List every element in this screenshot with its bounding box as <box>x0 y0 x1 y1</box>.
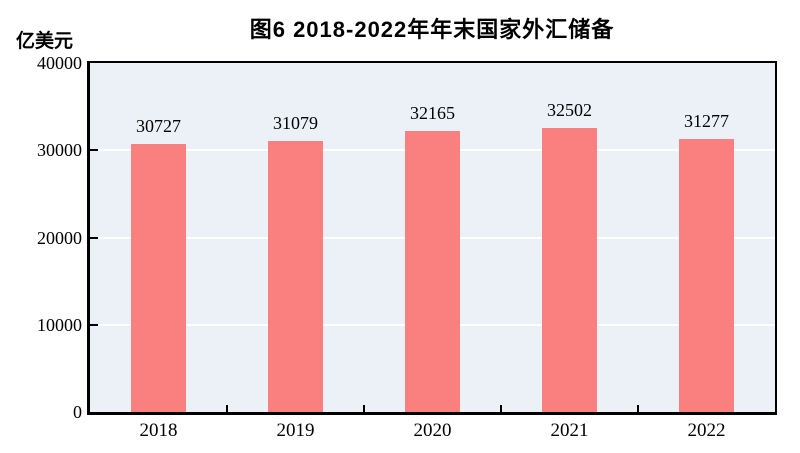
bar-value-label-2020: 32165 <box>410 103 455 123</box>
bar-2022 <box>679 139 734 412</box>
bar-value-label-2022: 31277 <box>684 111 729 131</box>
y-axis-tick-30000 <box>90 149 98 152</box>
chart-title: 图6 2018-2022年年末国家外汇储备 <box>249 17 615 42</box>
y-tick-label-40000: 40000 <box>37 53 82 73</box>
x-axis-tick-4 <box>637 405 639 412</box>
x-tick-label-2022: 2022 <box>687 420 726 441</box>
x-tick-label-2021: 2021 <box>550 420 589 441</box>
bar-2020 <box>405 131 460 412</box>
y-tick-label-30000: 30000 <box>37 140 82 161</box>
y-axis-tick-20000 <box>90 236 98 239</box>
x-tick-label-2020: 2020 <box>413 420 452 441</box>
y-axis-tick-10000 <box>90 323 98 326</box>
x-tick-label-2019: 2019 <box>276 420 315 441</box>
y-tick-label-0: 0 <box>73 402 82 422</box>
x-axis-tick-2 <box>363 405 365 412</box>
y-tick-label-10000: 10000 <box>37 314 82 335</box>
x-axis-tick-3 <box>500 405 502 412</box>
x-axis-tick-1 <box>226 405 228 412</box>
bar-value-label-2019: 31079 <box>273 113 318 133</box>
y-axis-unit-label: 亿美元 <box>16 31 74 52</box>
bar-2019 <box>268 141 323 412</box>
bar-2021 <box>542 128 597 412</box>
y-tick-label-20000: 20000 <box>37 227 82 248</box>
bar-2018 <box>131 144 186 412</box>
bar-value-label-2021: 32502 <box>547 100 592 120</box>
x-tick-label-2018: 2018 <box>139 420 178 441</box>
bar-value-label-2018: 30727 <box>136 116 181 136</box>
plot-area: 30727 31079 32165 32502 31277 <box>87 61 777 415</box>
